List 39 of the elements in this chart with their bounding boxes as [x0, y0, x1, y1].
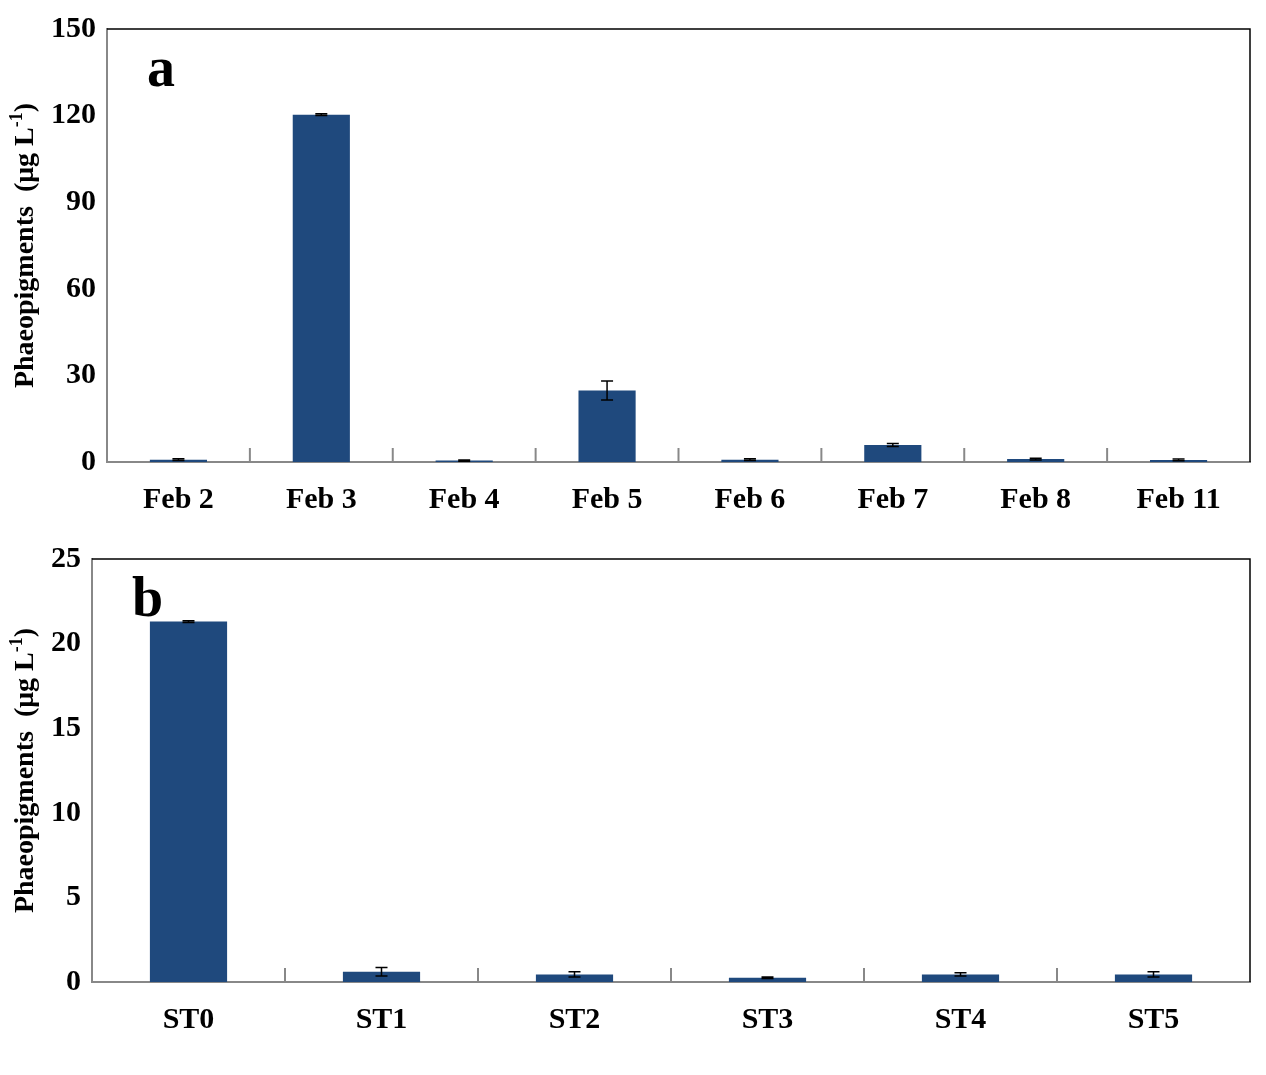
x-tick-label: Feb 5	[571, 480, 643, 514]
y-tick-label: 0	[66, 962, 81, 996]
bar	[342, 971, 421, 982]
y-tick-label: 120	[51, 96, 96, 130]
y-axis-title: Phaeopigments (μg L-1)	[5, 627, 40, 914]
y-tick-label: 30	[66, 356, 96, 390]
x-tick-label: ST1	[355, 1000, 408, 1034]
bar	[149, 621, 228, 982]
bar	[292, 114, 350, 462]
x-tick-label: Feb 11	[1136, 480, 1221, 514]
y-tick-label: 0	[81, 442, 96, 476]
bar	[728, 977, 807, 982]
bar	[921, 974, 1000, 982]
y-axis-title: Phaeopigments (μg L-1)	[5, 102, 40, 389]
y-tick-label: 15	[51, 708, 81, 742]
bar	[535, 974, 614, 982]
y-tick-label: 20	[51, 624, 81, 658]
bar	[578, 390, 636, 462]
annotation: b	[132, 566, 164, 629]
x-tick-label: ST2	[548, 1000, 601, 1034]
x-tick-label: Feb 2	[143, 480, 214, 514]
y-tick-label: 150	[51, 9, 96, 43]
y-tick-label: 60	[66, 269, 96, 303]
y-tick-label: 90	[66, 182, 96, 216]
x-tick-label: ST3	[741, 1000, 794, 1034]
y-tick-label: 10	[51, 793, 81, 827]
x-tick-label: Feb 8	[1000, 480, 1072, 514]
x-tick-label: ST5	[1127, 1000, 1180, 1034]
x-tick-label: ST0	[162, 1000, 215, 1034]
bar	[864, 444, 922, 462]
x-tick-label: Feb 7	[857, 480, 929, 514]
annotation: a	[147, 36, 175, 99]
y-tick-label: 25	[51, 539, 81, 573]
bar	[1114, 974, 1193, 982]
x-tick-label: Feb 4	[428, 480, 500, 514]
x-tick-label: Feb 3	[285, 480, 357, 514]
y-tick-label: 5	[66, 878, 81, 912]
x-tick-label: Feb 6	[714, 480, 786, 514]
x-tick-label: ST4	[934, 1000, 987, 1034]
